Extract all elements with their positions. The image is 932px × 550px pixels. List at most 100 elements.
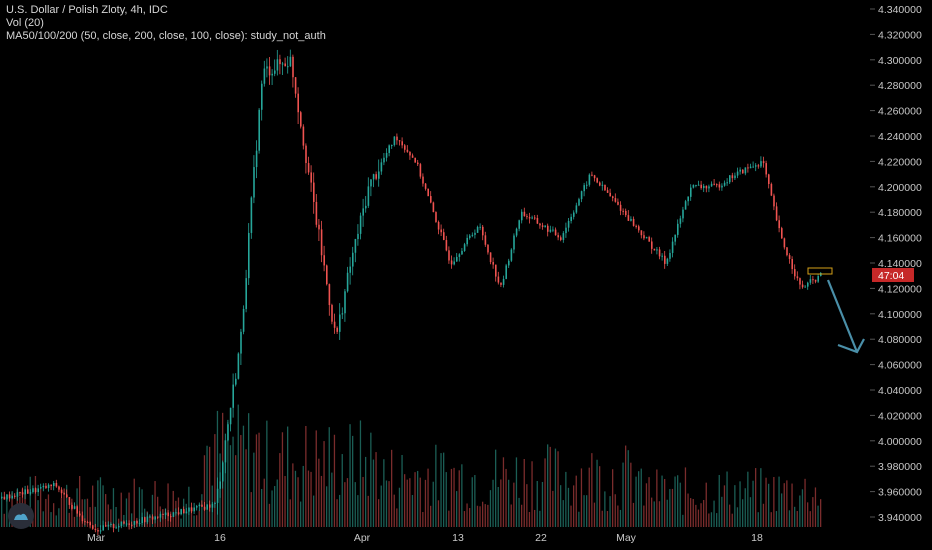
candle <box>505 265 507 279</box>
candle <box>344 291 346 314</box>
candle <box>55 483 58 487</box>
candle <box>391 145 393 147</box>
candle <box>404 145 406 150</box>
candle <box>583 185 585 192</box>
volume-bar <box>450 468 453 527</box>
volume-bar <box>34 475 37 527</box>
volume-bar <box>320 475 323 527</box>
candle <box>128 523 130 525</box>
candle <box>627 215 630 221</box>
volume-bar <box>50 512 52 527</box>
ma-study-label[interactable]: MA50/100/200 (50, close, 200, close, 100… <box>6 30 326 42</box>
candle <box>526 216 528 218</box>
y-tick-label: 3.980000 <box>878 461 922 473</box>
candle <box>305 145 307 164</box>
candle <box>66 494 68 498</box>
candle <box>115 527 117 529</box>
candle <box>201 504 203 507</box>
candle <box>812 279 814 281</box>
volume-bar <box>271 490 273 527</box>
volume-bar <box>448 510 450 527</box>
candle <box>612 196 614 199</box>
volume-bar <box>801 489 804 527</box>
candle <box>229 407 232 425</box>
volume-bar <box>190 506 193 527</box>
projection-arrow-head[interactable] <box>837 338 865 354</box>
candle <box>339 314 341 332</box>
volume-bar <box>274 486 276 527</box>
candle <box>297 93 299 113</box>
candle <box>544 225 546 227</box>
candle <box>47 484 50 489</box>
volume-bar <box>68 512 70 527</box>
volume-bar <box>40 488 42 527</box>
volume-bar <box>268 503 271 527</box>
candle <box>492 262 494 265</box>
volume-bar <box>679 482 681 527</box>
volume-bar <box>37 500 39 527</box>
candle <box>513 235 515 250</box>
volume-bar <box>466 503 468 527</box>
volume-bar <box>518 497 520 527</box>
candle <box>224 440 227 463</box>
projection-arrow-line[interactable] <box>826 279 859 353</box>
current-price-marker[interactable] <box>807 267 833 275</box>
x-tick-label: Apr <box>354 532 371 544</box>
candle <box>372 174 375 180</box>
symbol-title[interactable]: U.S. Dollar / Polish Zloty, 4h, IDC <box>6 4 168 16</box>
volume-bar <box>255 434 258 527</box>
candle <box>666 258 669 264</box>
candle <box>333 321 336 328</box>
volume-bar <box>318 458 320 527</box>
candle <box>331 305 333 322</box>
candle <box>786 247 788 256</box>
volume-bar <box>755 468 757 527</box>
candle <box>640 230 643 236</box>
candle <box>461 250 463 255</box>
volume-bar <box>1 496 3 527</box>
candle <box>489 252 492 263</box>
volume-bar <box>216 410 219 527</box>
candle <box>497 276 500 283</box>
volume-bar <box>575 475 577 527</box>
candle <box>112 524 115 528</box>
candle <box>541 225 544 227</box>
y-tick-label: 4.120000 <box>878 283 922 295</box>
candle <box>1 496 3 498</box>
volume-bar <box>684 467 687 527</box>
volume-bar <box>422 511 424 527</box>
volume-bar <box>677 475 679 527</box>
candle <box>565 227 567 234</box>
candle <box>552 229 554 231</box>
candle <box>739 169 741 172</box>
volume-bar <box>762 503 765 527</box>
candle <box>528 217 531 219</box>
candle <box>341 313 344 315</box>
candle <box>401 141 403 146</box>
candle <box>713 183 715 185</box>
volume-bar <box>66 484 68 527</box>
volume-bar <box>398 487 401 527</box>
candle <box>144 517 146 523</box>
volume-bar <box>391 449 393 527</box>
candle <box>375 174 377 179</box>
candle <box>97 530 99 532</box>
candle <box>536 217 539 224</box>
volume-bar <box>492 479 494 527</box>
candle <box>716 184 718 186</box>
candle <box>193 507 195 512</box>
candle <box>700 184 702 189</box>
volume-bar <box>315 430 317 527</box>
volume-bar <box>404 474 406 527</box>
candle <box>723 182 726 186</box>
volume-study-label[interactable]: Vol (20) <box>6 17 44 29</box>
volume-bar <box>281 432 284 527</box>
candle <box>762 161 765 164</box>
volume-bar <box>523 459 525 527</box>
volume-bar <box>45 498 47 527</box>
candle <box>222 462 224 482</box>
candle <box>326 265 328 285</box>
candle <box>318 224 320 230</box>
